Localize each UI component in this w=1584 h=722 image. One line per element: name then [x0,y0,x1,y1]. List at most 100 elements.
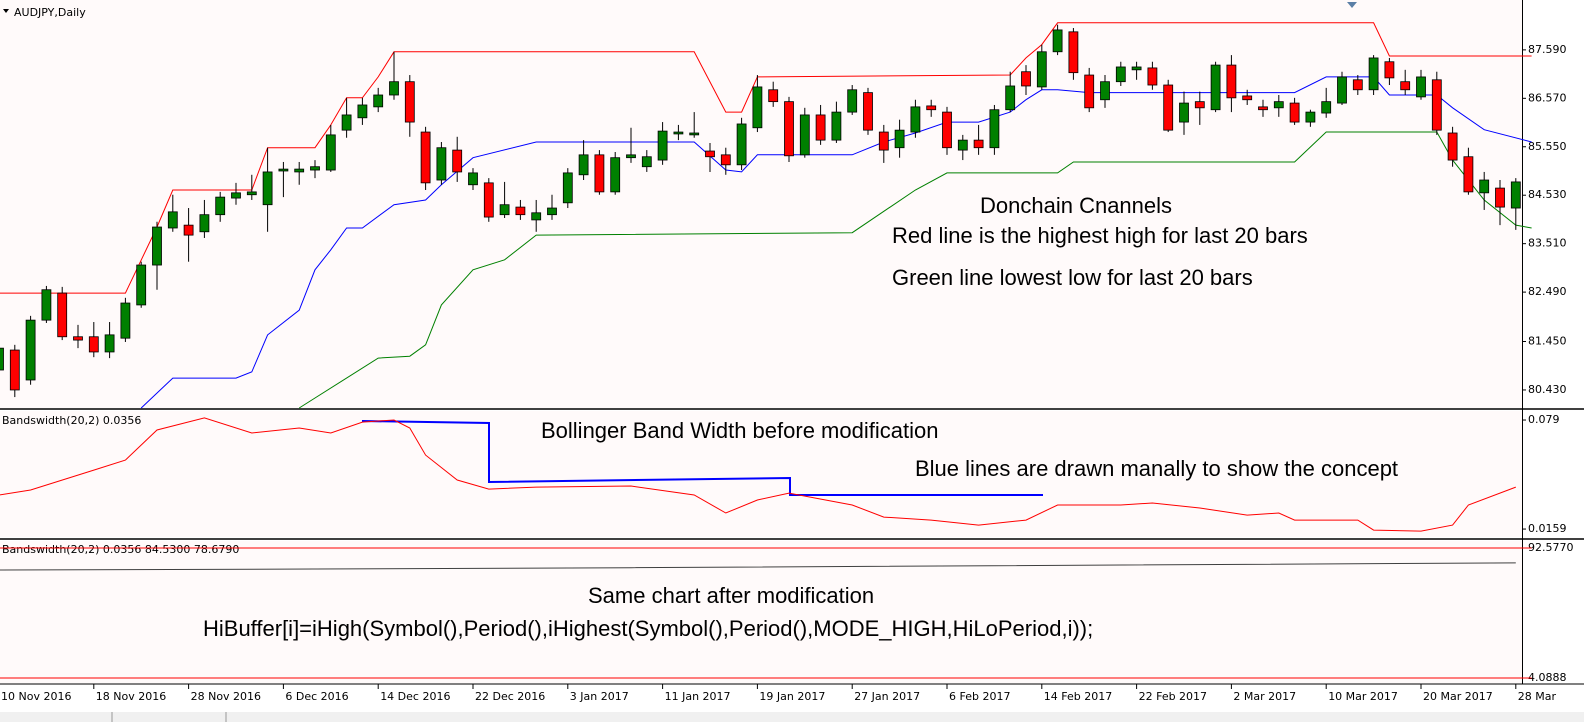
candle-body [1368,57,1379,91]
candle-body [768,89,779,103]
panel-title: Bandswidth(20,2) 0.0356 84.5300 78.6790 [2,543,239,556]
y-tick-label: 4.0888 [1528,671,1567,684]
y-tick-label: 82.490 [1528,285,1567,298]
x-tick-label: 6 Feb 2017 [949,690,1010,703]
candle-body [878,131,889,151]
annotation: Green line lowest low for last 20 bars [892,265,1253,290]
candle-body [594,154,605,193]
annotation: Same chart after modification [588,583,874,608]
candle-body [199,214,210,233]
candle-body [942,111,952,149]
candle-body [215,196,226,216]
candle-body [799,114,810,156]
candle-body [515,206,526,216]
indicator-line [298,131,1532,409]
candle-body [673,131,684,135]
x-tick-label: 18 Nov 2016 [96,690,166,703]
candle-body [626,154,636,159]
candle-body [231,192,241,199]
y-tick-label: 86.570 [1528,91,1567,104]
candle-body [9,349,20,391]
y-tick-label: 87.590 [1528,43,1567,56]
price-panel [0,0,1522,408]
candle-body [531,212,542,221]
candle-body [1052,29,1063,53]
candle-body [894,129,905,149]
candle-body [926,105,937,111]
candle-body [1305,111,1316,123]
candle-body [689,132,700,136]
candle-body [357,104,368,119]
menu-marker [3,9,9,13]
candle-body [815,114,826,141]
candle-body [436,147,447,181]
candle-body [957,139,968,151]
x-tick-label: 28 Nov 2016 [191,690,261,703]
candle-body [1179,102,1189,123]
candle-body [57,292,68,338]
candle-body [1400,81,1411,91]
candle-body [989,109,1000,149]
candle-body [1258,106,1268,111]
y-tick-label: 83.510 [1528,237,1567,250]
y-tick-label: 80.430 [1528,383,1567,396]
candle-body [483,182,494,218]
candle-body [1321,101,1332,114]
candle-body [183,224,194,236]
candle-body [499,204,510,216]
annotation: Donchain Cnannels [980,193,1172,218]
candle-body [1242,95,1253,101]
candle-body [246,191,257,196]
candle-body [847,89,858,113]
candle-body [468,172,478,186]
candle-body [720,154,731,166]
candle-body [736,123,747,166]
candle-body [831,111,842,141]
candle-body [294,168,305,173]
candle-body [1226,64,1237,99]
x-tick-label: 28 Mar [1518,690,1557,703]
indicator-line [0,417,1516,532]
candle-body [1495,187,1505,208]
candle-body [657,130,668,161]
candle-body [152,226,162,266]
y-tick-label: 92.5770 [1528,541,1574,554]
chart-title: AUDJPY,Daily [14,6,86,19]
candle-body [1084,74,1095,109]
candle-body [1131,66,1142,71]
modified-panel [0,541,1522,683]
candle-body [452,149,463,173]
candle-body [973,139,984,149]
candle-body [310,166,320,171]
candle-body [88,336,99,353]
candle-body [1431,79,1442,131]
candle-body [1289,102,1300,123]
candle-body [610,157,621,193]
candle-body [863,92,873,131]
candle-body [1510,181,1521,209]
candle-body [1273,101,1284,109]
candle-body [1384,61,1395,79]
candle-body [562,172,573,204]
candle-body [420,131,431,184]
candle-body [1036,51,1047,88]
candle-body [25,319,36,381]
x-tick-label: 19 Jan 2017 [759,690,825,703]
candle-body [1005,85,1016,111]
candle-body [1352,79,1363,91]
candle-body [641,156,652,168]
candle-body [1147,67,1158,86]
candle-body [167,211,178,229]
candle-body [0,347,4,371]
bandwidth-panel [0,411,1522,537]
candle-body [1463,156,1474,193]
candle-body [404,81,415,123]
y-tick-label: 0.0159 [1528,522,1567,535]
x-tick-label: 22 Feb 2017 [1139,690,1207,703]
y-tick-label: 84.530 [1528,188,1567,201]
shift-marker [1347,2,1357,8]
candle-body [120,302,131,339]
candle-body [1194,101,1205,109]
